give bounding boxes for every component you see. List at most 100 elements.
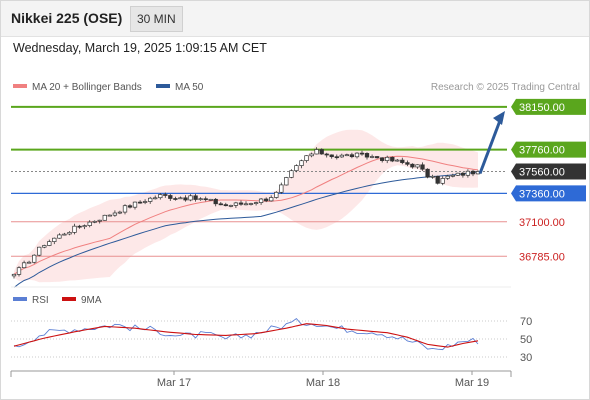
candle-body — [132, 201, 138, 208]
candle-body — [460, 172, 466, 176]
candle-body — [102, 214, 107, 221]
ma50-legend-label: MA 50 — [175, 82, 204, 93]
projection-arrow-shaft — [478, 117, 503, 175]
candle-body — [47, 241, 52, 246]
candle-body — [42, 245, 47, 248]
candle-body — [405, 162, 410, 165]
candle-body — [420, 164, 425, 170]
ma20-legend-swatch — [13, 84, 27, 88]
candle-body — [62, 233, 67, 236]
candle-body — [445, 175, 450, 179]
candle-body — [274, 191, 279, 198]
candle-body — [107, 214, 112, 217]
candle-body — [264, 198, 269, 202]
candle-body — [309, 153, 314, 157]
candle-body — [97, 219, 102, 222]
rsi-line — [13, 318, 479, 351]
candle-body — [385, 156, 390, 161]
candle-body — [158, 194, 163, 199]
x-axis-tick-label: Mar 18 — [306, 377, 340, 389]
candle-body — [430, 175, 435, 178]
timeframe-selector[interactable]: 30 MIN — [130, 6, 183, 32]
candle-body — [410, 163, 415, 168]
candle-body — [37, 246, 42, 256]
candle-body — [52, 237, 57, 242]
candle-body — [208, 198, 213, 201]
candle-body — [173, 198, 178, 200]
candle-body — [188, 195, 193, 201]
candle-body — [258, 198, 264, 203]
level-label-support: 36785.00 — [519, 251, 565, 263]
candle-body — [238, 202, 244, 205]
header-bar: Nikkei 225 (OSE) 30 MIN — [0, 0, 590, 37]
x-axis-tick-label: Mar 17 — [157, 377, 191, 389]
ma9-legend-label: 9MA — [81, 295, 102, 306]
candle-body — [92, 220, 97, 223]
ma20-legend-label: MA 20 + Bollinger Bands — [32, 82, 142, 93]
level-tag-current — [511, 163, 586, 180]
candle-body — [364, 153, 370, 158]
level-label-resistance: 37760.00 — [519, 145, 565, 157]
candle-body — [465, 170, 471, 176]
candle-body — [380, 157, 385, 161]
candle-body — [16, 267, 22, 275]
projection-arrow-head — [493, 110, 505, 125]
rsi-panel: 70 50 30 — [11, 316, 532, 364]
level-label-resistance: 38150.00 — [519, 102, 565, 114]
candle-body — [339, 154, 344, 158]
candle-body — [289, 170, 294, 178]
candle-body — [213, 198, 218, 205]
candle-body — [334, 156, 339, 159]
candle-body — [359, 152, 365, 155]
candle-body — [32, 254, 37, 263]
rsi-tick-label: 70 — [520, 316, 532, 328]
candle-body — [304, 155, 309, 161]
bollinger-band-fill — [14, 129, 478, 283]
rsi-tick-label: 50 — [520, 334, 532, 346]
candle-body — [26, 261, 32, 264]
candle-body — [153, 197, 158, 200]
candle-body — [127, 205, 133, 208]
candle-body — [279, 184, 284, 193]
candle-body — [72, 225, 77, 233]
candle-body — [395, 159, 400, 162]
candle-body — [223, 204, 228, 207]
candle-body — [183, 197, 188, 201]
candle-body — [67, 232, 72, 235]
level-label-support: 37100.00 — [519, 217, 565, 229]
candle-body — [253, 202, 259, 204]
candle-body — [21, 262, 27, 269]
candle-body — [284, 177, 289, 186]
candle-body — [455, 172, 460, 176]
candle-body — [248, 203, 254, 205]
candle-body — [82, 225, 87, 228]
candle-body — [77, 225, 82, 228]
candle-body — [168, 195, 173, 199]
candle-body — [354, 152, 360, 158]
rsi-legend-label: RSI — [32, 295, 49, 306]
candle-body — [117, 211, 123, 214]
candle-body — [435, 175, 440, 184]
candle-body — [269, 197, 274, 202]
candle-body — [112, 212, 118, 216]
candle-body — [57, 234, 62, 239]
candle-body — [314, 149, 319, 155]
candle-body — [178, 197, 183, 200]
x-axis: Mar 17 Mar 18 Mar 19 — [157, 371, 489, 389]
level-label-current: 37560.00 — [519, 167, 565, 179]
candle-body — [163, 194, 168, 196]
candle-body — [142, 201, 148, 203]
candle-body — [294, 165, 299, 172]
candle-body — [440, 178, 445, 184]
candle-body — [122, 205, 128, 213]
candle-body — [329, 154, 334, 158]
rsi-ma-line — [13, 323, 479, 348]
candle-body — [243, 203, 249, 206]
level-tag-pivot — [511, 185, 586, 202]
rsi-tick-label: 30 — [520, 352, 532, 364]
candle-body — [198, 198, 203, 201]
candle-body — [319, 149, 324, 155]
candle-body — [228, 205, 234, 207]
ma50-line — [13, 171, 479, 288]
